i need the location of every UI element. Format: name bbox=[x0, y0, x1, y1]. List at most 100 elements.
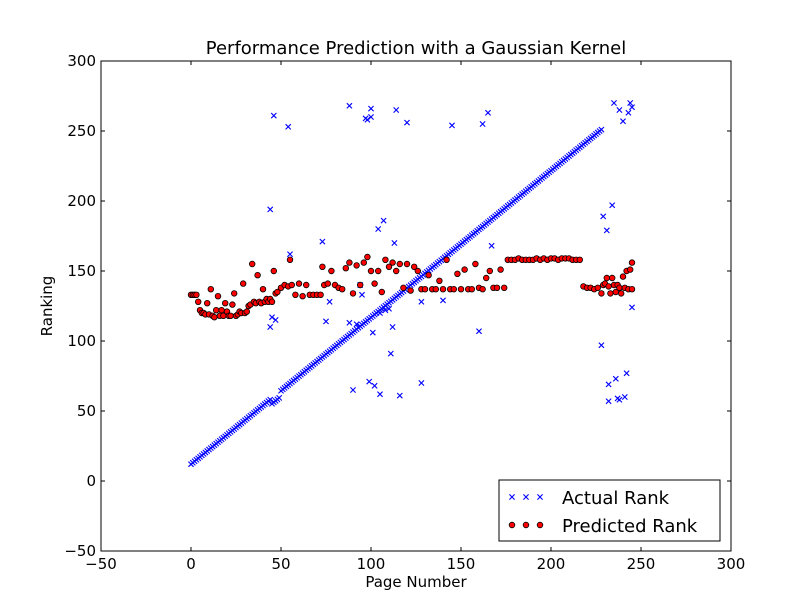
x-tick-label: 50 bbox=[271, 555, 290, 573]
actual-rank-point bbox=[267, 206, 274, 213]
predicted-rank-point bbox=[414, 267, 421, 275]
actual-rank-point bbox=[627, 100, 634, 106]
actual-rank-point bbox=[600, 213, 607, 220]
predicted-rank-point bbox=[486, 267, 493, 275]
actual-rank-point bbox=[285, 123, 292, 130]
predicted-rank-point bbox=[230, 290, 238, 297]
legend-actual-rank-marker bbox=[509, 494, 543, 500]
axis-ticks bbox=[100, 60, 732, 552]
predicted-rank-point bbox=[594, 284, 601, 291]
predicted-rank-point bbox=[349, 290, 357, 297]
predicted-rank-point bbox=[457, 286, 465, 293]
predicted-rank-point bbox=[609, 274, 616, 282]
predicted-rank-point bbox=[288, 281, 295, 289]
predicted-rank-point bbox=[603, 274, 610, 282]
actual-rank-point bbox=[368, 105, 374, 112]
predicted-rank-point bbox=[396, 260, 403, 268]
predicted-rank-point bbox=[292, 291, 299, 298]
predicted-rank-point bbox=[497, 266, 504, 273]
actual-rank-point bbox=[350, 387, 356, 393]
actual-rank-point bbox=[272, 317, 279, 323]
actual-rank-point bbox=[371, 382, 378, 389]
predicted-rank-point bbox=[229, 301, 236, 308]
actual-rank-point bbox=[366, 378, 373, 385]
predicted-rank-point bbox=[212, 307, 220, 314]
predicted-rank-point bbox=[382, 256, 389, 263]
actual-rank-series bbox=[188, 100, 635, 468]
legend: Actual Rank Predicted Rank bbox=[498, 479, 721, 542]
actual-rank-point bbox=[267, 324, 274, 330]
actual-rank-point bbox=[346, 319, 353, 326]
actual-rank-point bbox=[387, 350, 394, 357]
actual-rank-point bbox=[605, 398, 612, 405]
actual-rank-point bbox=[616, 107, 623, 113]
actual-rank-point bbox=[267, 396, 274, 403]
axis-tick-labels: −50 0 50 100 150 200 250 300 −50 0 50 100 150 200 250 3… bbox=[64, 52, 745, 573]
predicted-rank-point bbox=[254, 272, 261, 279]
actual-rank-point bbox=[396, 392, 403, 399]
legend-predicted-rank-point bbox=[508, 521, 516, 529]
predicted-rank-point bbox=[317, 291, 324, 298]
predicted-rank-point bbox=[479, 286, 486, 293]
predicted-rank-point bbox=[627, 266, 634, 273]
predicted-rank-point bbox=[239, 280, 247, 287]
y-tick-label: 0 bbox=[86, 472, 96, 490]
legend-predicted-rank-marker bbox=[508, 521, 544, 529]
predicted-rank-point bbox=[203, 300, 211, 307]
predicted-rank-point bbox=[618, 290, 625, 297]
actual-rank-point bbox=[629, 304, 635, 311]
y-tick-label: 50 bbox=[77, 402, 96, 420]
actual-rank-point bbox=[621, 394, 628, 400]
predicted-rank-point bbox=[207, 286, 214, 293]
predicted-rank-point bbox=[324, 280, 331, 287]
predicted-rank-point bbox=[243, 308, 250, 315]
predicted-rank-point bbox=[436, 277, 443, 284]
actual-rank-point bbox=[620, 118, 626, 125]
x-tick-label: 0 bbox=[186, 555, 196, 573]
predicted-rank-point bbox=[371, 280, 378, 287]
actual-rank-point bbox=[346, 102, 353, 109]
actual-rank-point bbox=[598, 342, 605, 349]
actual-rank-point bbox=[323, 318, 329, 325]
predicted-rank-point bbox=[211, 314, 218, 321]
predicted-rank-point bbox=[425, 272, 432, 279]
predicted-rank-point bbox=[248, 260, 256, 268]
actual-rank-point bbox=[418, 298, 425, 305]
predicted-rank-point bbox=[268, 298, 276, 305]
predicted-rank-point bbox=[450, 286, 457, 293]
actual-rank-point bbox=[287, 251, 293, 258]
actual-rank-point bbox=[391, 240, 398, 246]
actual-rank-point bbox=[382, 307, 389, 314]
actual-rank-point bbox=[353, 321, 360, 328]
predicted-rank-point bbox=[454, 270, 461, 277]
predicted-rank-point bbox=[360, 259, 367, 266]
actual-rank-point bbox=[377, 310, 383, 316]
predicted-rank-point bbox=[286, 256, 294, 263]
predicted-rank-point bbox=[259, 286, 267, 293]
predicted-rank-point bbox=[342, 265, 349, 272]
predicted-rank-point bbox=[628, 286, 636, 293]
y-tick-label: 150 bbox=[67, 262, 96, 280]
predicted-rank-point bbox=[493, 284, 501, 291]
actual-rank-point bbox=[375, 226, 382, 232]
predicted-rank-point bbox=[319, 263, 326, 270]
actual-rank-point bbox=[479, 121, 486, 127]
predicted-rank-point bbox=[421, 286, 429, 293]
predicted-rank-point bbox=[443, 256, 450, 263]
plot-area bbox=[100, 60, 732, 552]
actual-rank-point bbox=[380, 217, 387, 224]
predicted-rank-point bbox=[221, 300, 229, 307]
y-tick-label: 100 bbox=[67, 332, 96, 350]
actual-rank-point bbox=[488, 242, 495, 249]
predicted-rank-point bbox=[411, 263, 418, 270]
actual-rank-point bbox=[386, 305, 392, 312]
x-axis-label: Page Number bbox=[365, 573, 467, 591]
predicted-rank-point bbox=[400, 284, 407, 291]
actual-rank-point bbox=[393, 107, 400, 113]
x-tick-label: −50 bbox=[85, 555, 117, 573]
actual-rank-point bbox=[605, 381, 612, 388]
y-tick-label: 200 bbox=[67, 192, 96, 210]
y-tick-label: −50 bbox=[64, 542, 96, 560]
actual-rank-point bbox=[359, 291, 365, 298]
predicted-rank-point bbox=[339, 286, 346, 293]
